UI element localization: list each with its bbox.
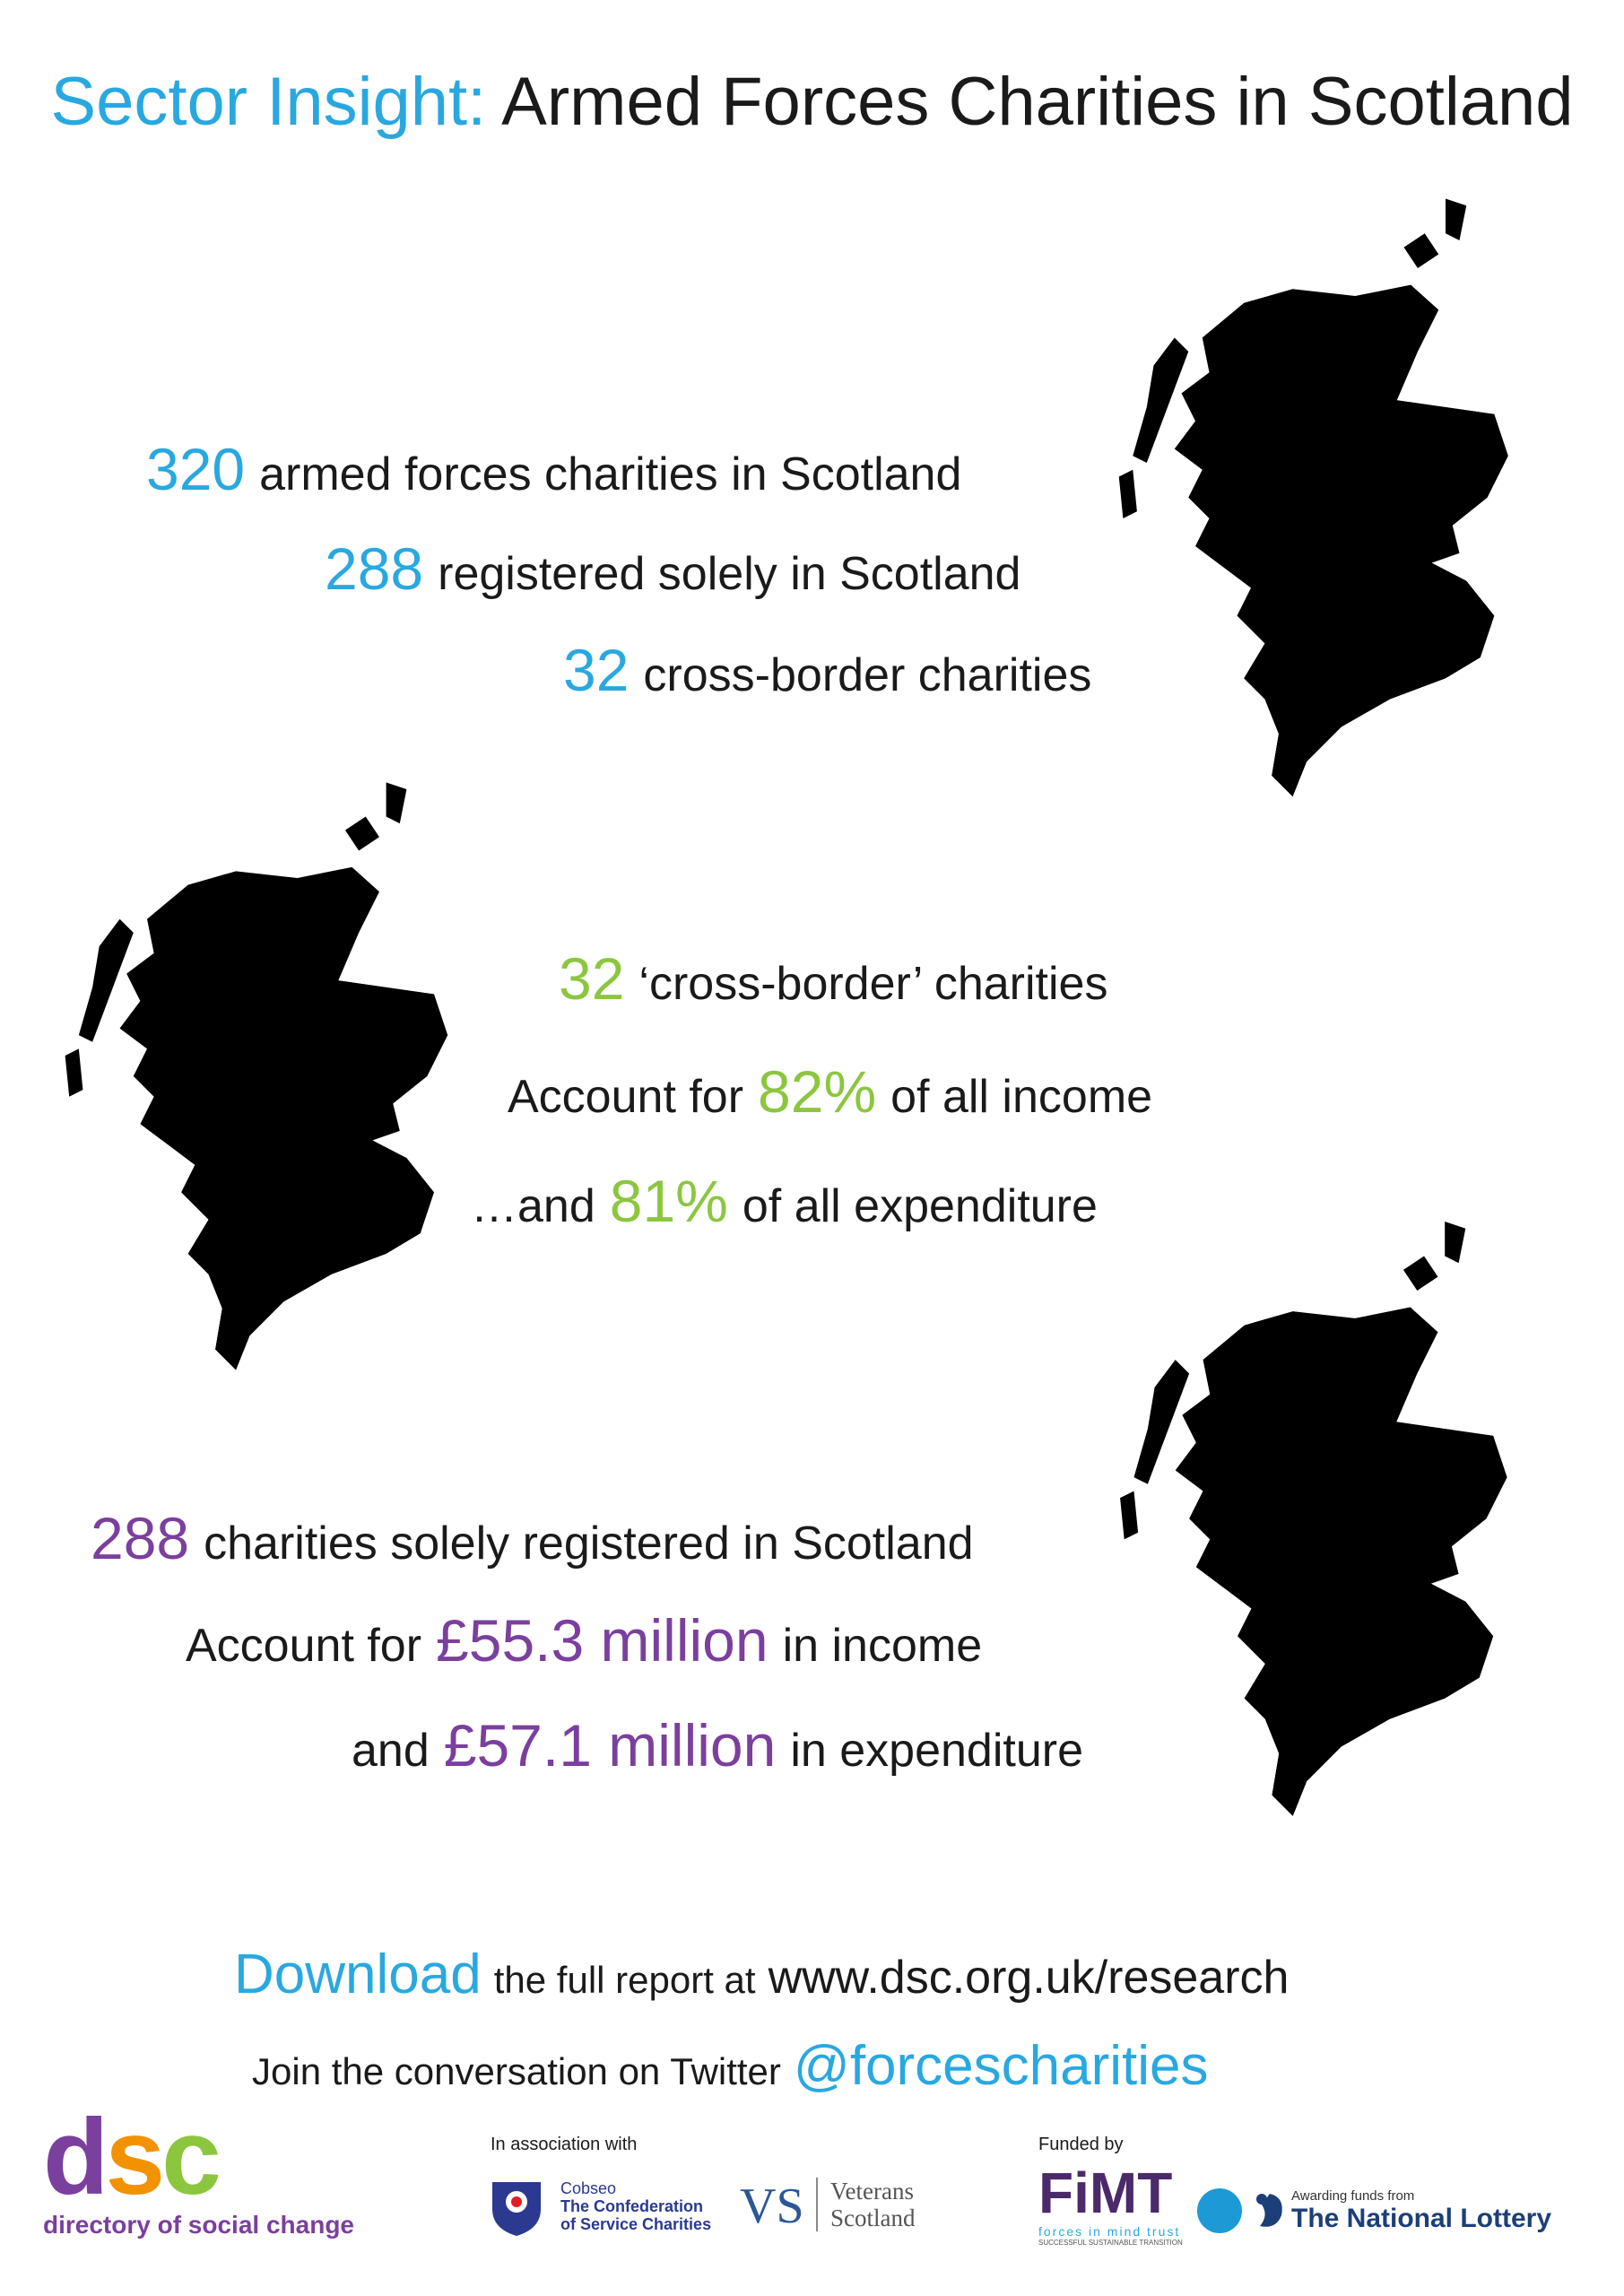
stat-line: …and 81% of all expenditure [471, 1167, 1098, 1235]
vs-short: VS [740, 2179, 804, 2234]
cobseo-name: The Confederation of Service Charities [560, 2197, 712, 2233]
stat-number: £55.3 million [436, 1607, 769, 1674]
stat-prefix: Account for [508, 1071, 744, 1123]
stat-line: Account for 82% of all income [508, 1057, 1152, 1126]
fund-badge [1197, 2188, 1242, 2233]
stat-text: charities solely registered in Scotland [204, 1518, 974, 1570]
cobseo-shield [492, 2182, 541, 2236]
download-text: the full report at [493, 1959, 756, 2001]
map-green [58, 776, 468, 1390]
stat-number: £57.1 million [443, 1712, 777, 1779]
map-purple [1112, 1222, 1529, 1830]
stat-line: 32 ‘cross-border’ charities [559, 944, 1107, 1013]
stat-line: 32 cross-border charities [563, 636, 1091, 704]
title-text: Armed Forces Charities in Scotland [501, 64, 1574, 140]
stat-text: in expenditure [790, 1725, 1083, 1777]
dsc-d: d [43, 2097, 109, 2217]
stat-text: in income [782, 1620, 983, 1672]
lottery-logo: Awarding funds from The National Lottery [1291, 2188, 1551, 2234]
stat-line: and £57.1 million in expenditure [352, 1711, 1083, 1779]
cobseo-logo: Cobseo The Confederation of Service Char… [560, 2179, 722, 2233]
fimt-tagline: SUCCESSFUL SUSTAINABLE TRANSITION [1038, 2239, 1183, 2247]
stat-number: 32 [563, 637, 630, 703]
title-highlight: Sector Insight: [50, 64, 487, 140]
stat-prefix: and [352, 1725, 430, 1777]
lottery-icon [1256, 2194, 1282, 2227]
fimt-short: FiMT [1038, 2161, 1173, 2225]
twitter-handle: @forcescharities [793, 2035, 1209, 2097]
title: Sector Insight: Armed Forces Charities i… [0, 56, 1624, 149]
stat-text: cross-border charities [643, 649, 1092, 701]
lottery-label: Awarding funds from [1291, 2188, 1415, 2204]
download-highlight: Download [234, 1944, 482, 2005]
download-line: Download the full report at www.dsc.org.… [234, 1943, 1289, 2006]
dsc-name: directory of social change [43, 2211, 354, 2239]
stat-number: 81% [609, 1168, 728, 1234]
fimt-logo: FiMT forces in mind trust SUCCESSFUL SUS… [1038, 2161, 1183, 2247]
stat-text: armed forces charities in Scotland [259, 448, 962, 500]
funded-label: Funded by [1038, 2135, 1124, 2154]
twitter-text: Join the conversation on Twitter [252, 2050, 781, 2092]
stat-text: of all income [890, 1071, 1153, 1123]
stat-number: 320 [146, 436, 246, 502]
lottery-name: The National Lottery [1291, 2204, 1552, 2233]
stat-number: 82% [758, 1058, 877, 1125]
stat-text: registered solely in Scotland [438, 548, 1021, 600]
dsc-logo: dsc directory of social change [43, 2103, 366, 2239]
dsc-c: c [161, 2097, 221, 2217]
cobseo-short: Cobseo [560, 2179, 617, 2197]
stat-line: 288 charities solely registered in Scotla… [91, 1504, 974, 1572]
stat-number: 32 [559, 945, 625, 1012]
twitter-line: Join the conversation on Twitter @forces… [252, 2034, 1209, 2098]
stat-text: of all expenditure [742, 1180, 1098, 1232]
vs-name: Veterans Scotland [816, 2178, 938, 2231]
stat-line: Account for £55.3 million in income [186, 1606, 982, 1674]
association-label: In association with [491, 2135, 638, 2154]
stat-text: ‘cross-border’ charities [638, 958, 1108, 1010]
stat-line: 320 armed forces charities in Scotland [146, 435, 961, 503]
download-url: www.dsc.org.uk/research [768, 1952, 1290, 2004]
stat-prefix: Account for [186, 1620, 422, 1672]
map-blue [1112, 197, 1529, 812]
stat-line: 288 registered solely in Scotland [325, 535, 1020, 603]
stat-number: 288 [91, 1505, 190, 1571]
fimt-name: forces in mind trust [1038, 2224, 1181, 2239]
dsc-s: s [105, 2097, 165, 2217]
stat-number: 288 [325, 535, 424, 602]
stat-prefix: …and [471, 1180, 595, 1232]
